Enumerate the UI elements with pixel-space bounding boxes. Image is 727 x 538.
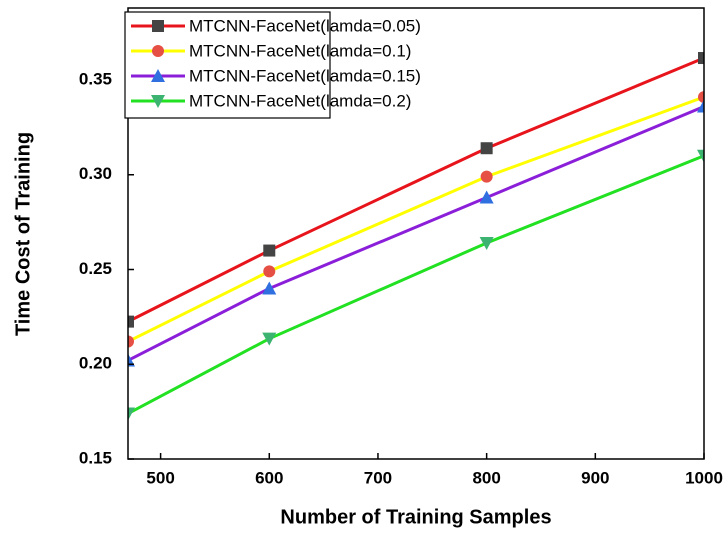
x-tick-label: 800 <box>472 468 500 487</box>
legend-label: MTCNN-FaceNet(lamda=0.1) <box>189 41 411 60</box>
marker <box>479 190 494 204</box>
legend-label: MTCNN-FaceNet(lamda=0.2) <box>189 91 411 110</box>
marker <box>697 149 704 163</box>
x-tick-label: 1000 <box>685 468 723 487</box>
marker <box>152 45 164 57</box>
x-tick-label: 600 <box>255 468 283 487</box>
marker <box>697 99 704 113</box>
marker <box>128 315 134 328</box>
series-line <box>128 95 704 343</box>
y-tick-label: 0.30 <box>79 164 112 183</box>
series-line <box>128 154 704 415</box>
marker <box>151 95 165 108</box>
y-tick-label: 0.35 <box>79 69 112 88</box>
legend-label: MTCNN-FaceNet(lamda=0.15) <box>189 66 421 85</box>
marker <box>698 91 704 104</box>
y-tick-label: 0.25 <box>79 259 112 278</box>
marker <box>151 69 165 82</box>
y-tick-label: 0.20 <box>79 354 112 373</box>
x-tick-label: 900 <box>581 468 609 487</box>
marker <box>152 20 164 32</box>
legend-label: MTCNN-FaceNet(lamda=0.05) <box>189 16 421 35</box>
marker <box>263 265 276 278</box>
marker <box>128 407 135 421</box>
y-tick-label: 0.15 <box>79 448 112 467</box>
x-tick-label: 700 <box>364 468 392 487</box>
marker <box>479 236 494 250</box>
series-line <box>128 105 704 362</box>
y-axis-label: Time Cost of Training <box>12 132 34 336</box>
marker <box>128 335 134 348</box>
marker <box>262 332 277 346</box>
marker <box>480 142 493 155</box>
marker <box>262 281 277 295</box>
marker <box>263 244 276 257</box>
x-tick-label: 500 <box>146 468 174 487</box>
x-axis-label: Number of Training Samples <box>280 506 551 528</box>
marker <box>128 353 135 367</box>
plot-frame <box>127 7 705 460</box>
series-line <box>128 56 704 323</box>
marker <box>698 52 704 65</box>
marker <box>480 170 493 183</box>
